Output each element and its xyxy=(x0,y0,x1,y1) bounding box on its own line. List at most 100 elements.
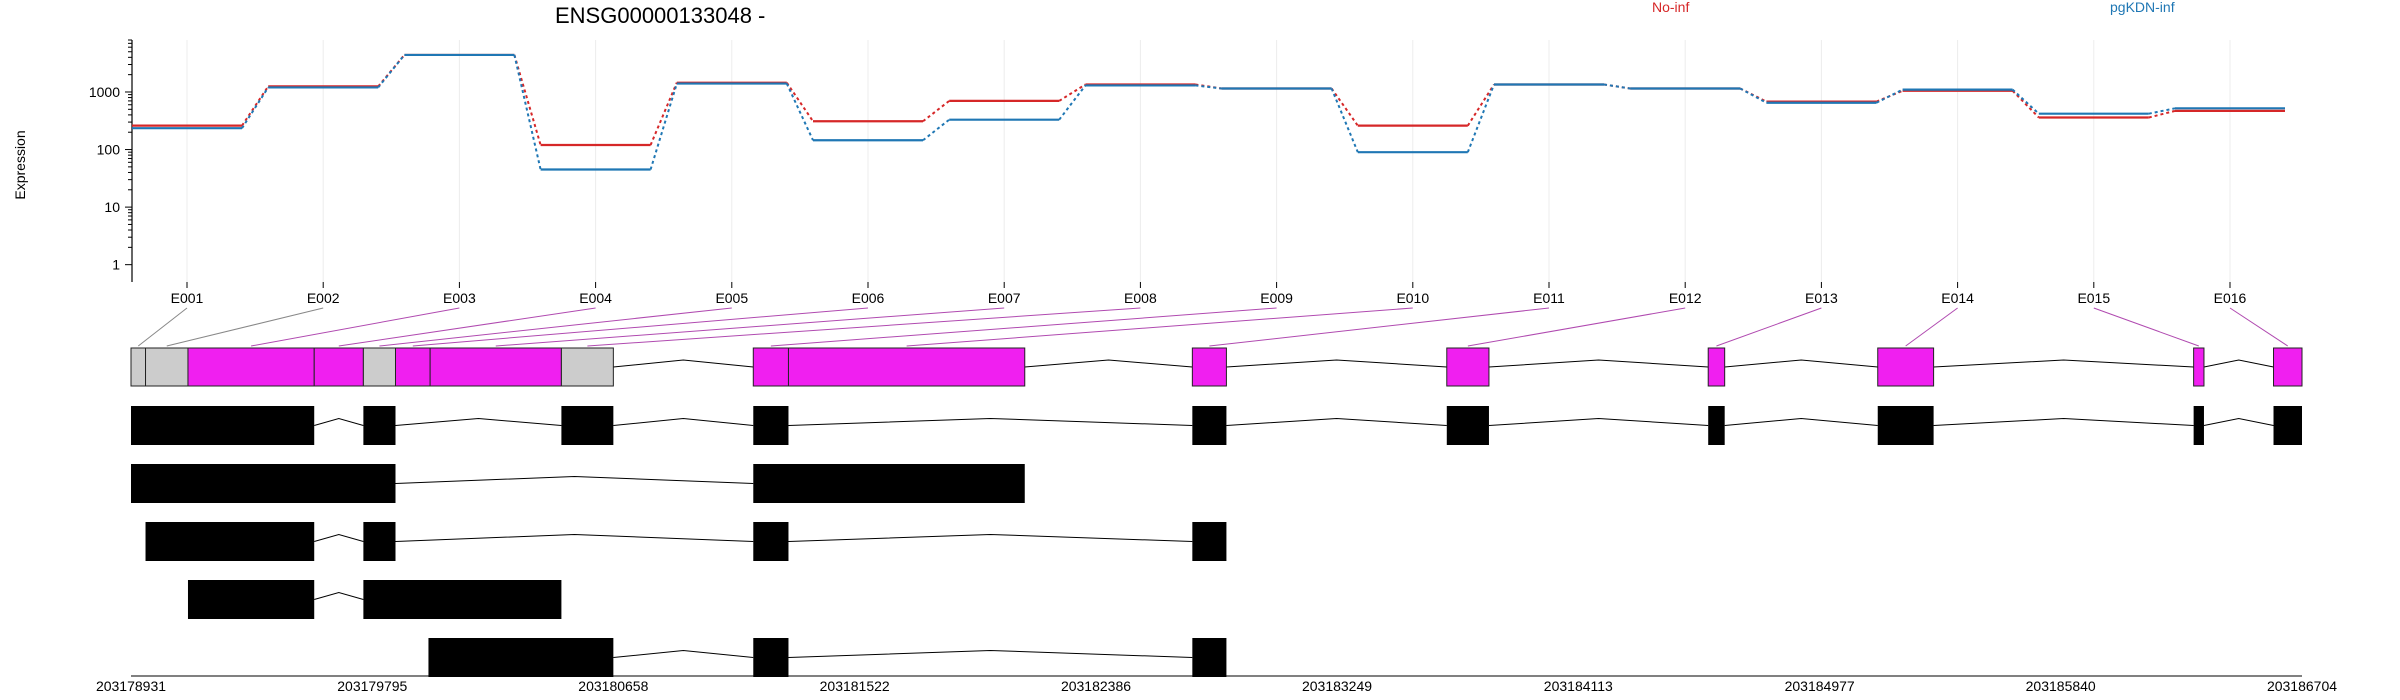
transcript-exon-1-4 xyxy=(753,406,789,445)
model-exon-5 xyxy=(394,347,431,387)
genomic-tick-label: 203186704 xyxy=(2267,678,2337,694)
link-E007 xyxy=(495,307,1005,347)
model-exon-1 xyxy=(145,347,189,387)
x-tick-label-E009: E009 xyxy=(1260,290,1293,306)
model-intron xyxy=(613,359,754,368)
link-E014 xyxy=(1905,307,1958,347)
connector-pgKDN-inf xyxy=(513,54,542,170)
transcript-intron xyxy=(613,417,754,426)
connector-No-inf xyxy=(1330,87,1359,127)
chart-title: ENSG00000133048 - xyxy=(555,3,765,28)
model-exon-11 xyxy=(1446,347,1490,387)
transcript-exon-4-2 xyxy=(363,580,562,619)
connector-pgKDN-inf xyxy=(1875,88,1904,104)
transcript-exon-5-1 xyxy=(428,638,614,677)
transcript-exon-3-2 xyxy=(363,522,396,561)
link-E015 xyxy=(2093,307,2199,347)
legend-pgkdn-inf: pgKDN-inf xyxy=(2110,0,2175,15)
connector-pgKDN-inf xyxy=(1466,84,1495,153)
transcript-exon-1-10 xyxy=(2273,406,2302,445)
transcript-exon-5-3 xyxy=(1192,638,1227,677)
model-exon-7 xyxy=(560,347,614,387)
connector-No-inf xyxy=(785,82,814,122)
model-exon-13 xyxy=(1877,347,1935,387)
connector-pgKDN-inf xyxy=(785,83,814,141)
transcript-intron xyxy=(613,649,754,658)
connector-pgKDN-inf xyxy=(1739,87,1767,104)
model-exon-12 xyxy=(1707,347,1726,387)
genomic-tick-label: 203185840 xyxy=(2026,678,2096,694)
link-E010 xyxy=(906,307,1413,347)
transcript-intron xyxy=(788,649,1193,658)
transcript-exon-1-9 xyxy=(2193,406,2204,445)
transcript-intron xyxy=(1933,417,2194,426)
model-exon-14 xyxy=(2193,347,2205,387)
x-tick-label-E002: E002 xyxy=(307,290,340,306)
series-lines xyxy=(132,53,2285,171)
x-tick-label-E007: E007 xyxy=(988,290,1021,306)
x-tick-label-E004: E004 xyxy=(579,290,612,306)
x-tick-label-E005: E005 xyxy=(715,290,748,306)
transcript-exon-3-3 xyxy=(753,522,789,561)
model-intron xyxy=(2203,359,2274,368)
series-No-inf xyxy=(132,53,2285,147)
link-E004 xyxy=(338,307,596,347)
transcript-intron xyxy=(788,533,1193,542)
genomic-tick-label: 203182386 xyxy=(1061,678,1131,694)
genomic-axis: 203178931 203179795 203180658 203181522 2031… xyxy=(96,675,2337,694)
model-exon-4 xyxy=(362,347,396,387)
transcript-intron xyxy=(1226,417,1447,426)
connector-pgKDN-inf xyxy=(241,86,270,129)
link-E001 xyxy=(137,307,188,347)
model-exon-3 xyxy=(313,347,364,387)
connector-No-inf xyxy=(1466,83,1495,127)
transcript-intron xyxy=(314,533,364,542)
model-exon-8 xyxy=(752,347,789,387)
model-exon-10 xyxy=(1191,347,1227,387)
y-tick-label: 10 xyxy=(104,199,120,215)
connector-pgKDN-inf xyxy=(922,118,950,142)
transcript-intron xyxy=(1724,417,1878,426)
connector-No-inf xyxy=(513,54,542,146)
connector-No-inf xyxy=(1058,83,1086,102)
transcript-4 xyxy=(187,580,562,619)
genomic-tick-label: 203180658 xyxy=(578,678,648,694)
transcript-exon-1-1 xyxy=(131,406,315,445)
connector-pgKDN-inf xyxy=(1195,84,1222,90)
link-E011 xyxy=(1209,307,1550,347)
transcript-exon-3-4 xyxy=(1192,522,1227,561)
transcript-intron xyxy=(314,417,364,426)
x-tick-label-E001: E001 xyxy=(171,290,204,306)
transcript-3 xyxy=(145,522,1227,561)
x-tick-label-E012: E012 xyxy=(1669,290,1702,306)
model-exon-2 xyxy=(187,347,315,387)
genomic-tick-label: 203181522 xyxy=(820,678,890,694)
transcript-intron xyxy=(314,591,364,600)
x-tick-label-E014: E014 xyxy=(1941,290,1974,306)
y-tick-label: 100 xyxy=(97,142,121,158)
link-E005 xyxy=(379,307,732,347)
transcript-intron xyxy=(2203,417,2274,426)
connector-pgKDN-inf xyxy=(1058,84,1087,121)
connector-No-inf xyxy=(241,85,270,127)
y-axis-label: Expression xyxy=(12,130,28,199)
gridlines xyxy=(186,40,2231,282)
model-exon-6 xyxy=(429,347,562,387)
connector-No-inf xyxy=(2148,109,2176,119)
link-E016 xyxy=(2229,307,2289,347)
x-tick-label-E011: E011 xyxy=(1533,290,1565,306)
connector-No-inf xyxy=(922,100,950,123)
model-intron xyxy=(1226,359,1447,368)
link-E008 xyxy=(587,307,1141,347)
exon-link-lines xyxy=(137,307,2289,347)
transcript-1 xyxy=(131,406,2302,445)
transcript-intron xyxy=(395,475,754,484)
y-tick-label: 1000 xyxy=(89,84,120,100)
genomic-tick-label: 203183249 xyxy=(1302,678,1372,694)
connector-pgKDN-inf xyxy=(649,83,678,170)
transcript-exon-1-3 xyxy=(561,406,614,445)
model-intron xyxy=(1724,359,1878,368)
x-tick-label-E010: E010 xyxy=(1396,290,1429,306)
x-tick-label-E003: E003 xyxy=(443,290,476,306)
